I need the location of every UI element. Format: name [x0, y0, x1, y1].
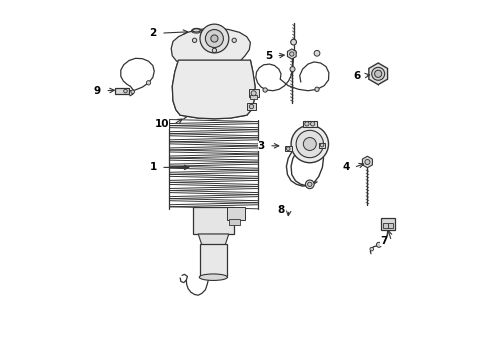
Circle shape — [131, 90, 134, 94]
Circle shape — [211, 35, 218, 42]
Circle shape — [370, 247, 373, 251]
Polygon shape — [171, 28, 250, 62]
Circle shape — [365, 159, 370, 165]
Circle shape — [212, 48, 217, 53]
Text: 1: 1 — [149, 162, 157, 172]
Bar — [193, 207, 234, 234]
Circle shape — [205, 30, 223, 48]
Circle shape — [376, 242, 381, 247]
Bar — [115, 88, 129, 94]
Text: 5: 5 — [265, 51, 272, 61]
Circle shape — [249, 104, 254, 109]
Text: 9: 9 — [94, 86, 101, 96]
Circle shape — [291, 125, 328, 163]
Circle shape — [286, 147, 290, 150]
Circle shape — [193, 38, 197, 42]
Bar — [383, 223, 388, 228]
Text: 4: 4 — [342, 162, 349, 172]
Bar — [285, 146, 292, 151]
Circle shape — [232, 38, 236, 42]
Bar — [247, 103, 256, 110]
Bar — [250, 95, 257, 99]
Polygon shape — [288, 49, 296, 59]
Circle shape — [263, 88, 268, 92]
Text: 7: 7 — [380, 236, 387, 246]
Circle shape — [305, 122, 309, 126]
Ellipse shape — [193, 28, 200, 32]
Circle shape — [123, 89, 127, 93]
Bar — [388, 223, 393, 228]
Bar — [303, 121, 317, 127]
Text: 6: 6 — [353, 71, 360, 81]
Text: 2: 2 — [149, 28, 157, 38]
Text: 10: 10 — [155, 119, 170, 129]
Polygon shape — [369, 63, 388, 85]
Polygon shape — [198, 234, 229, 245]
Bar — [381, 218, 395, 230]
Polygon shape — [172, 60, 255, 119]
Circle shape — [372, 67, 385, 80]
Circle shape — [305, 180, 314, 189]
Circle shape — [303, 138, 316, 150]
Ellipse shape — [199, 274, 227, 280]
Circle shape — [296, 130, 323, 158]
Bar — [319, 143, 325, 148]
Bar — [227, 207, 245, 220]
Bar — [200, 244, 227, 277]
Circle shape — [291, 50, 296, 55]
Text: 8: 8 — [277, 204, 285, 215]
Circle shape — [290, 67, 295, 72]
Circle shape — [251, 91, 256, 96]
Circle shape — [374, 70, 382, 77]
Bar — [248, 89, 259, 97]
Circle shape — [290, 52, 294, 56]
Circle shape — [200, 24, 229, 53]
Circle shape — [320, 143, 324, 147]
Circle shape — [308, 182, 312, 186]
Circle shape — [314, 50, 320, 56]
Polygon shape — [363, 156, 372, 168]
Bar — [178, 60, 250, 66]
Text: 3: 3 — [258, 141, 265, 151]
Circle shape — [315, 87, 319, 91]
Circle shape — [311, 122, 315, 126]
Bar — [229, 219, 240, 225]
Circle shape — [147, 81, 151, 85]
Circle shape — [291, 39, 296, 45]
